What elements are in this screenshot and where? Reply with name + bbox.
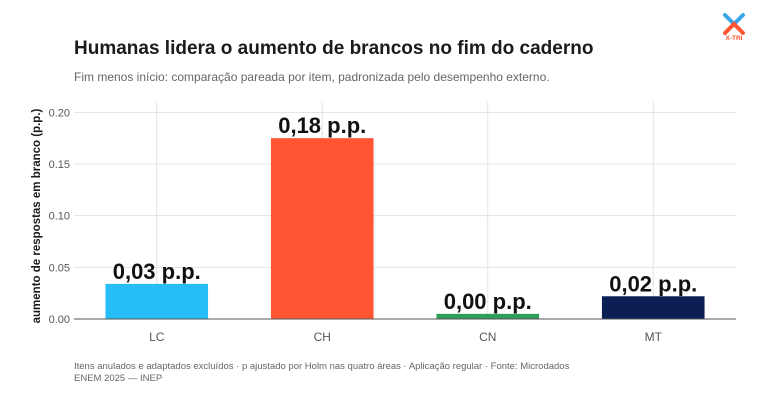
x-tick-label: LC xyxy=(149,330,165,344)
y-axis-label: aumento de respostas em branco (p.p.) xyxy=(31,108,43,324)
footnote: Itens anulados e adaptados excluídos · p… xyxy=(74,361,574,385)
x-tick-label: MT xyxy=(645,330,663,344)
footnote-line-1: Itens anulados e adaptados excluídos · p… xyxy=(74,361,570,372)
y-tick-label: 0.20 xyxy=(49,107,70,119)
x-tick-label: CH xyxy=(314,330,331,344)
logo-text: X-TRI xyxy=(725,35,743,42)
y-tick-label: 0.10 xyxy=(49,211,70,223)
footnote-line-2: ENEM 2025 — INEP xyxy=(74,373,163,384)
chart-title: Humanas lidera o aumento de brancos no f… xyxy=(74,38,594,59)
bar-cn xyxy=(436,313,540,319)
data-label-lc: 0,03 p.p. xyxy=(113,259,201,284)
data-label-mt: 0,02 p.p. xyxy=(609,271,697,296)
y-tick-label: 0.05 xyxy=(49,262,70,274)
x-tick-label: CN xyxy=(479,330,496,344)
chart-subtitle: Fim menos início: comparação pareada por… xyxy=(74,70,550,84)
y-tick-label: 0.00 xyxy=(49,314,70,326)
bar-lc xyxy=(105,283,209,319)
data-label-ch: 0,18 p.p. xyxy=(278,113,366,138)
data-label-cn: 0,00 p.p. xyxy=(444,289,532,314)
bar-ch xyxy=(270,138,374,319)
y-tick-label: 0.15 xyxy=(49,159,70,171)
x-tri-logo-icon xyxy=(720,13,748,43)
bar-mt xyxy=(601,296,705,319)
